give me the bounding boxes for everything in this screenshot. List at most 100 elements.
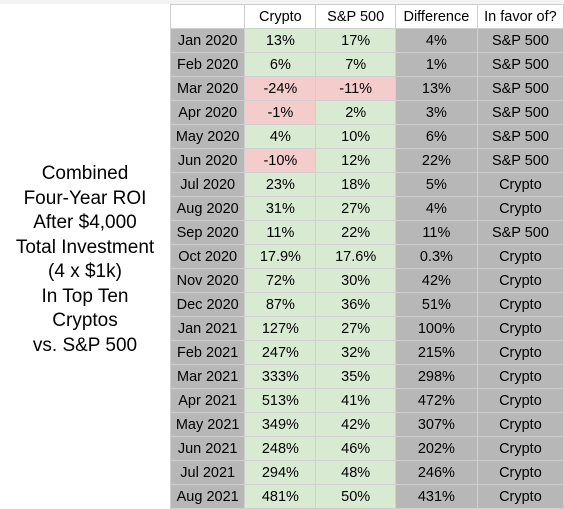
difference-cell[interactable]: 472%	[394, 388, 478, 413]
in-favor-cell[interactable]: Crypto	[476, 244, 564, 269]
crypto-roi-cell[interactable]: 481%	[244, 484, 317, 509]
sp500-roi-cell[interactable]: 48%	[315, 460, 396, 485]
crypto-roi-cell[interactable]: 6%	[244, 52, 317, 77]
crypto-roi-cell[interactable]: 17.9%	[244, 244, 317, 269]
in-favor-cell[interactable]: Crypto	[476, 364, 564, 389]
crypto-roi-cell[interactable]: 127%	[244, 316, 317, 341]
crypto-roi-cell[interactable]: 87%	[244, 292, 317, 317]
crypto-roi-cell[interactable]: 11%	[244, 220, 317, 245]
in-favor-cell[interactable]: Crypto	[476, 292, 564, 317]
month-cell[interactable]: Jun 2021	[169, 436, 246, 461]
crypto-roi-cell[interactable]: -10%	[244, 148, 317, 173]
difference-cell[interactable]: 51%	[394, 292, 478, 317]
difference-cell[interactable]: 431%	[394, 484, 478, 509]
sp500-roi-cell[interactable]: 46%	[315, 436, 396, 461]
in-favor-cell[interactable]: Crypto	[476, 484, 564, 509]
month-cell[interactable]: Jul 2020	[169, 172, 246, 197]
sp500-roi-cell[interactable]: -11%	[315, 76, 396, 101]
sp500-roi-cell[interactable]: 27%	[315, 316, 396, 341]
month-cell[interactable]: Jan 2020	[169, 28, 246, 53]
crypto-roi-cell[interactable]: 294%	[244, 460, 317, 485]
month-cell[interactable]: Mar 2021	[169, 364, 246, 389]
crypto-roi-cell[interactable]: -24%	[244, 76, 317, 101]
month-cell[interactable]: Aug 2021	[169, 484, 246, 509]
sp500-roi-cell[interactable]: 32%	[315, 340, 396, 365]
difference-cell[interactable]: 298%	[394, 364, 478, 389]
sp500-roi-cell[interactable]: 18%	[315, 172, 396, 197]
sp500-roi-cell[interactable]: 35%	[315, 364, 396, 389]
sp500-roi-cell[interactable]: 22%	[315, 220, 396, 245]
difference-cell[interactable]: 215%	[394, 340, 478, 365]
sp500-roi-cell[interactable]: 12%	[315, 148, 396, 173]
in-favor-cell[interactable]: S&P 500	[476, 124, 564, 149]
in-favor-cell[interactable]: S&P 500	[476, 76, 564, 101]
month-cell[interactable]: Aug 2020	[169, 196, 246, 221]
sp500-roi-cell[interactable]: 27%	[315, 196, 396, 221]
month-cell[interactable]: Nov 2020	[169, 268, 246, 293]
difference-cell[interactable]: 307%	[394, 412, 478, 437]
crypto-roi-cell[interactable]: 31%	[244, 196, 317, 221]
in-favor-cell[interactable]: S&P 500	[476, 148, 564, 173]
month-cell[interactable]: Jun 2020	[169, 148, 246, 173]
crypto-roi-cell[interactable]: 23%	[244, 172, 317, 197]
sp500-roi-cell[interactable]: 7%	[315, 52, 396, 77]
month-cell[interactable]: Feb 2020	[169, 52, 246, 77]
in-favor-cell[interactable]: Crypto	[476, 268, 564, 293]
difference-cell[interactable]: 22%	[394, 148, 478, 173]
month-cell[interactable]: Dec 2020	[169, 292, 246, 317]
merged-title-cell[interactable]: Combined Four-Year ROI After $4,000 Tota…	[0, 28, 170, 508]
header-cell-in-favor[interactable]: In favor of?	[476, 4, 564, 29]
in-favor-cell[interactable]: Crypto	[476, 412, 564, 437]
month-cell[interactable]: Oct 2020	[169, 244, 246, 269]
crypto-roi-cell[interactable]: 513%	[244, 388, 317, 413]
in-favor-cell[interactable]: Crypto	[476, 172, 564, 197]
crypto-roi-cell[interactable]: 72%	[244, 268, 317, 293]
in-favor-cell[interactable]: Crypto	[476, 388, 564, 413]
difference-cell[interactable]: 202%	[394, 436, 478, 461]
difference-cell[interactable]: 246%	[394, 460, 478, 485]
crypto-roi-cell[interactable]: 248%	[244, 436, 317, 461]
difference-cell[interactable]: 5%	[394, 172, 478, 197]
header-cell-sp500[interactable]: S&P 500	[315, 4, 396, 29]
in-favor-cell[interactable]: Crypto	[476, 460, 564, 485]
in-favor-cell[interactable]: S&P 500	[476, 52, 564, 77]
sp500-roi-cell[interactable]: 42%	[315, 412, 396, 437]
sp500-roi-cell[interactable]: 50%	[315, 484, 396, 509]
month-cell[interactable]: May 2020	[169, 124, 246, 149]
crypto-roi-cell[interactable]: 349%	[244, 412, 317, 437]
month-cell[interactable]: Feb 2021	[169, 340, 246, 365]
month-cell[interactable]: Apr 2021	[169, 388, 246, 413]
crypto-roi-cell[interactable]: 333%	[244, 364, 317, 389]
difference-cell[interactable]: 100%	[394, 316, 478, 341]
difference-cell[interactable]: 13%	[394, 76, 478, 101]
month-cell[interactable]: May 2021	[169, 412, 246, 437]
difference-cell[interactable]: 4%	[394, 196, 478, 221]
month-cell[interactable]: Jul 2021	[169, 460, 246, 485]
in-favor-cell[interactable]: Crypto	[476, 436, 564, 461]
difference-cell[interactable]: 4%	[394, 28, 478, 53]
difference-cell[interactable]: 1%	[394, 52, 478, 77]
month-cell[interactable]: Mar 2020	[169, 76, 246, 101]
header-cell-difference[interactable]: Difference	[394, 4, 478, 29]
difference-cell[interactable]: 42%	[394, 268, 478, 293]
sp500-roi-cell[interactable]: 17.6%	[315, 244, 396, 269]
difference-cell[interactable]: 0.3%	[394, 244, 478, 269]
sp500-roi-cell[interactable]: 30%	[315, 268, 396, 293]
in-favor-cell[interactable]: Crypto	[476, 316, 564, 341]
header-cell-crypto[interactable]: Crypto	[244, 4, 317, 29]
month-cell[interactable]: Apr 2020	[169, 100, 246, 125]
sp500-roi-cell[interactable]: 41%	[315, 388, 396, 413]
in-favor-cell[interactable]: S&P 500	[476, 100, 564, 125]
sp500-roi-cell[interactable]: 10%	[315, 124, 396, 149]
difference-cell[interactable]: 6%	[394, 124, 478, 149]
crypto-roi-cell[interactable]: 247%	[244, 340, 317, 365]
month-cell[interactable]: Jan 2021	[169, 316, 246, 341]
header-cell-month[interactable]	[169, 4, 246, 29]
difference-cell[interactable]: 3%	[394, 100, 478, 125]
sp500-roi-cell[interactable]: 36%	[315, 292, 396, 317]
month-cell[interactable]: Sep 2020	[169, 220, 246, 245]
crypto-roi-cell[interactable]: 4%	[244, 124, 317, 149]
sp500-roi-cell[interactable]: 17%	[315, 28, 396, 53]
difference-cell[interactable]: 11%	[394, 220, 478, 245]
in-favor-cell[interactable]: Crypto	[476, 196, 564, 221]
